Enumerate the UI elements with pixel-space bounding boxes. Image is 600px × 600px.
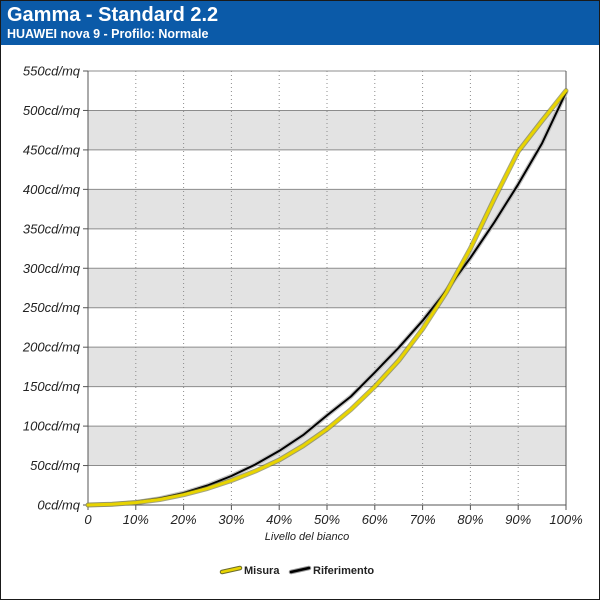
- series-line-misura: [86, 89, 568, 507]
- x-tick-label: 70%: [410, 512, 436, 527]
- y-tick-label: 450cd/mq: [23, 142, 81, 157]
- legend-label-misura: Misura: [244, 565, 280, 577]
- x-tick-label: 10%: [123, 512, 149, 527]
- x-tick-label: 90%: [505, 512, 531, 527]
- y-tick-label: 350cd/mq: [23, 221, 81, 236]
- legend-swatch-riferimento: [289, 566, 311, 574]
- x-tick-label: 100%: [549, 512, 582, 527]
- grid-band: [88, 426, 566, 466]
- y-tick-label: 550cd/mq: [23, 64, 81, 79]
- x-axis-title: Livello del bianco: [265, 531, 349, 543]
- x-tick-label: 50%: [314, 512, 340, 527]
- y-tick-label: 400cd/mq: [23, 182, 81, 197]
- x-tick-label: 0: [84, 512, 92, 527]
- x-tick-label: 40%: [266, 512, 292, 527]
- chart-title: Gamma - Standard 2.2: [7, 4, 219, 26]
- y-tick-label: 250cd/mq: [22, 300, 81, 315]
- x-tick-label: 60%: [362, 512, 388, 527]
- chart-header: Gamma - Standard 2.2 HUAWEI nova 9 - Pro…: [1, 1, 599, 45]
- y-tick-label: 300cd/mq: [23, 261, 81, 276]
- y-tick-label: 150cd/mq: [23, 379, 81, 394]
- x-tick-label: 20%: [170, 512, 197, 527]
- y-tick-label: 100cd/mq: [23, 419, 81, 434]
- y-tick-label: 50cd/mq: [30, 458, 81, 473]
- legend-swatch-misura: [220, 566, 242, 574]
- grid-band: [88, 347, 566, 387]
- y-tick-label: 200cd/mq: [22, 340, 81, 355]
- chart-subtitle: HUAWEI nova 9 - Profilo: Normale: [7, 27, 209, 41]
- y-tick-label: 0cd/mq: [37, 498, 80, 513]
- legend-label-riferimento: Riferimento: [313, 565, 374, 577]
- x-tick-label: 30%: [218, 512, 244, 527]
- x-tick-label: 80%: [457, 512, 483, 527]
- y-tick-label: 500cd/mq: [23, 103, 81, 118]
